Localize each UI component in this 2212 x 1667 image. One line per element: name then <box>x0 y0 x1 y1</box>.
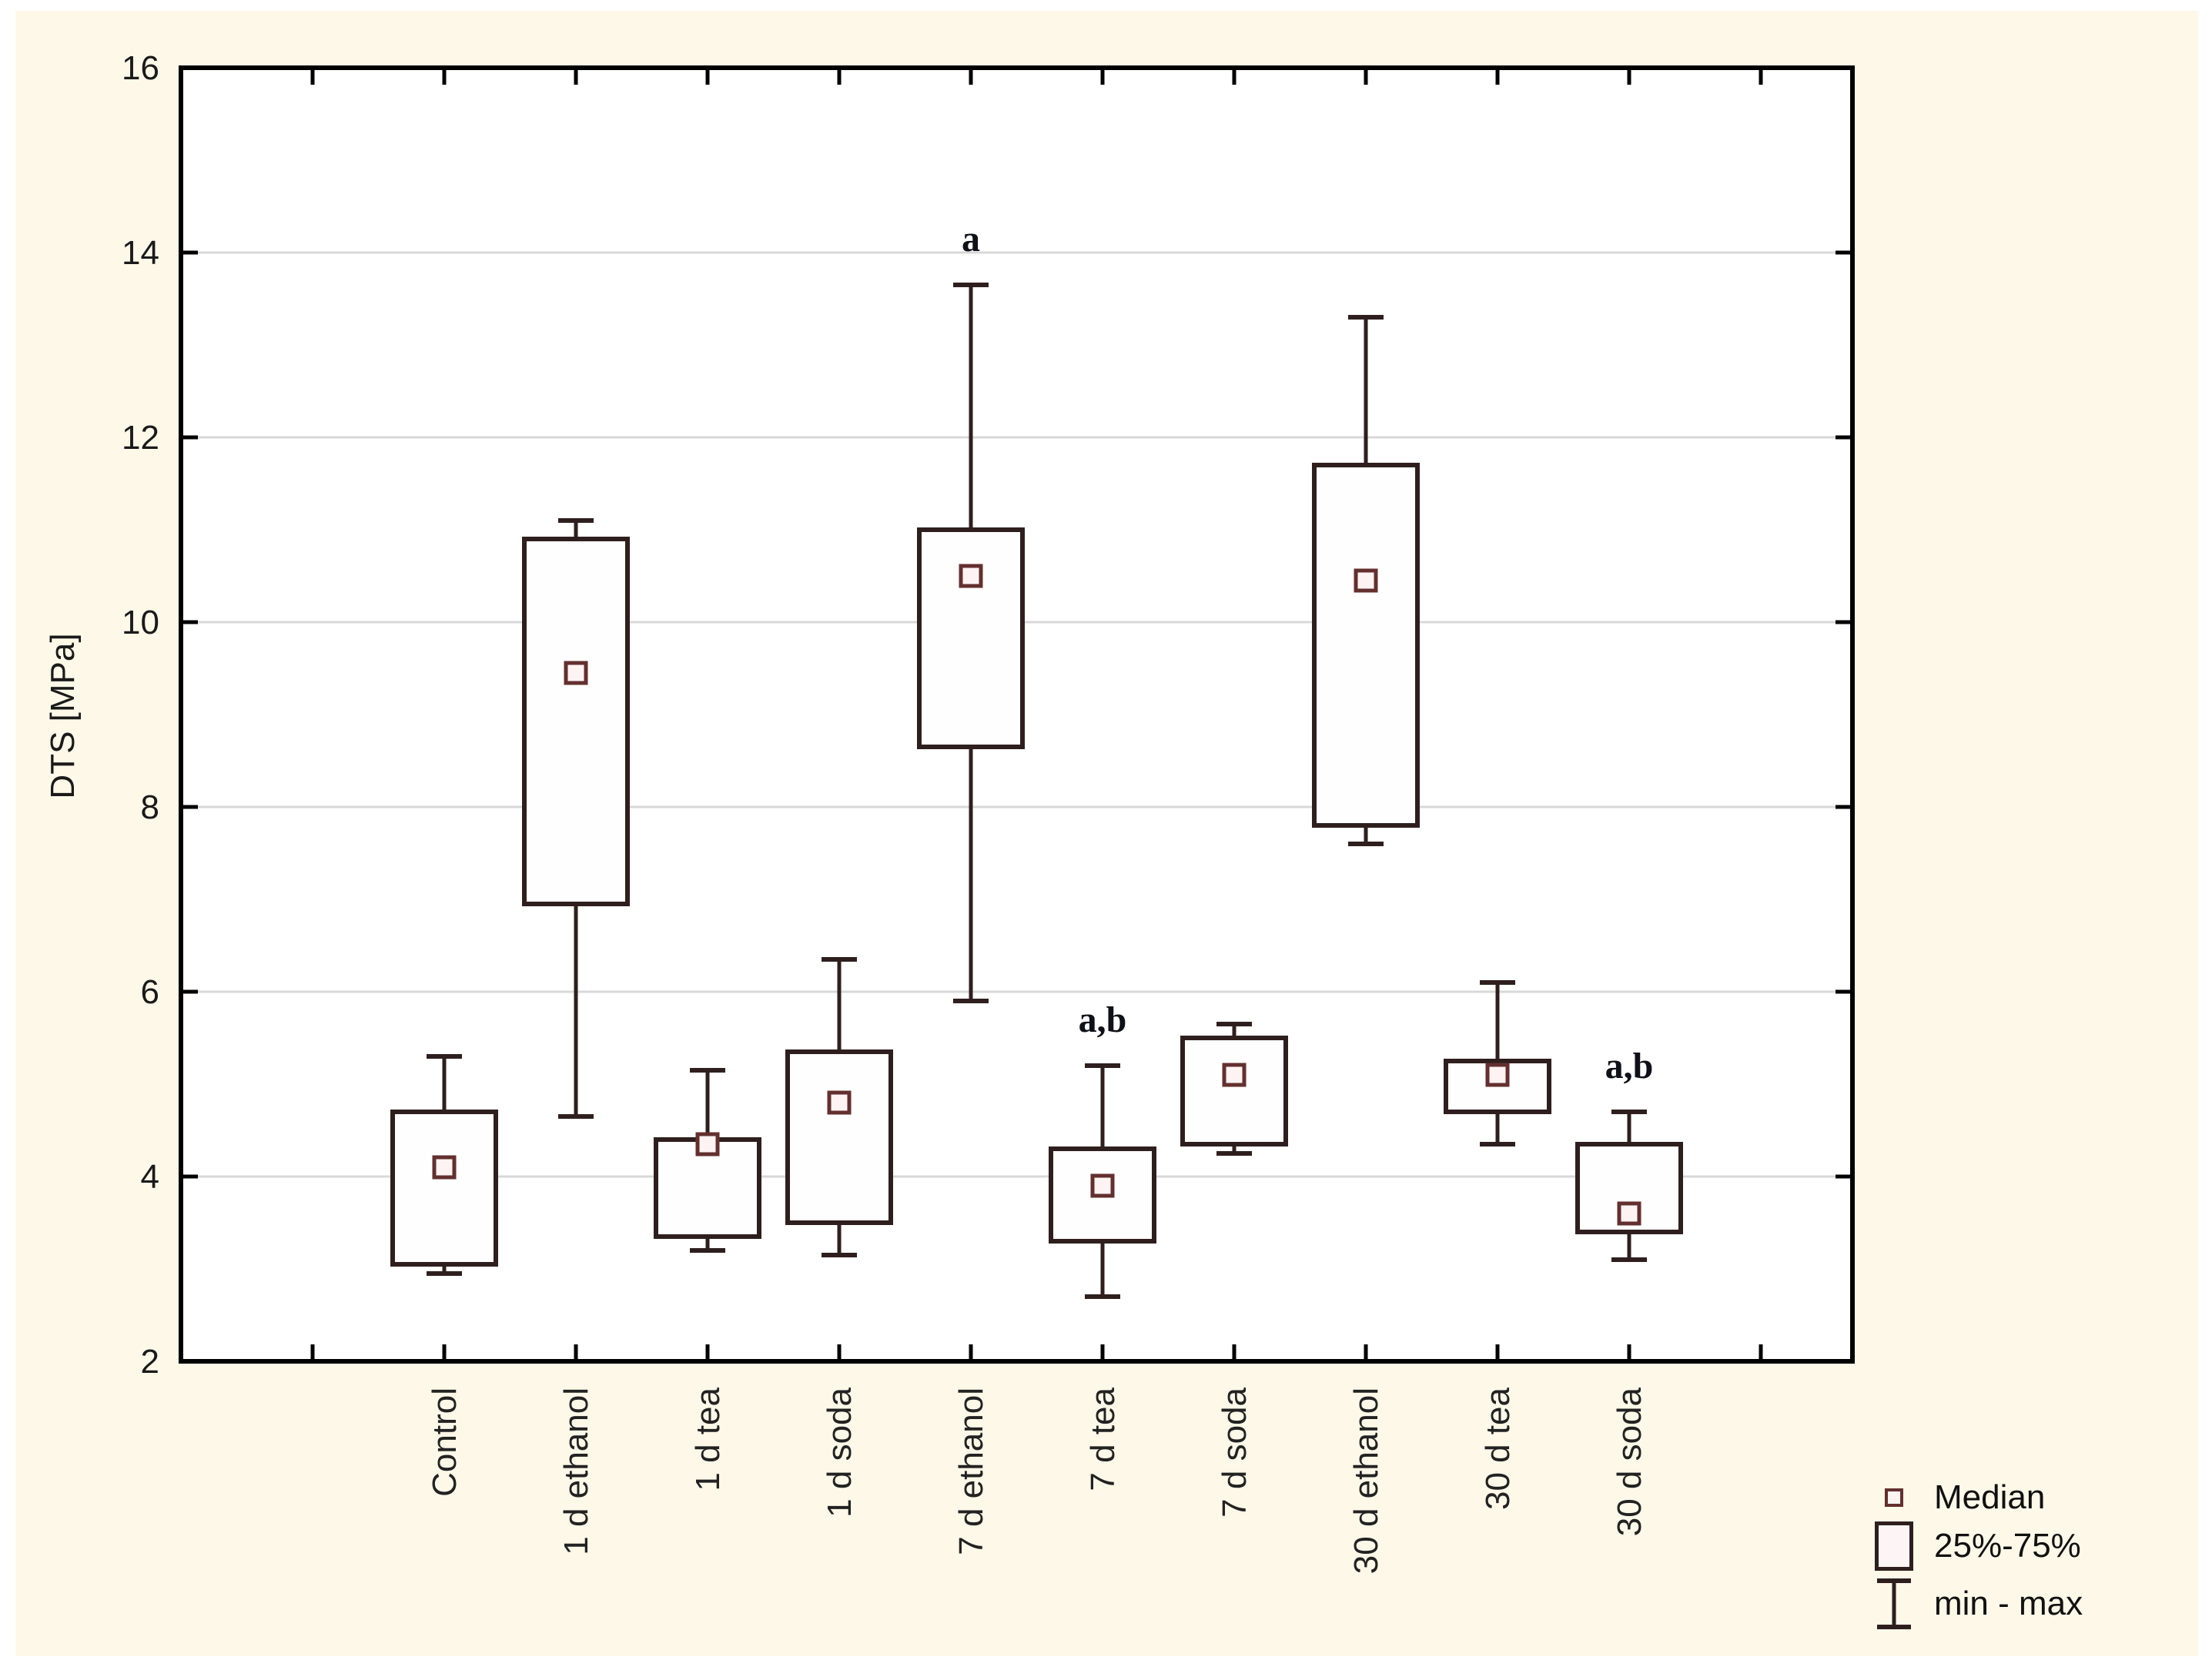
median-marker <box>1485 1063 1510 1087</box>
y-tick-label: 6 <box>141 973 159 1011</box>
x-category-label: 7 d tea <box>1084 1387 1122 1491</box>
y-tick-label: 16 <box>122 49 159 87</box>
median-square-icon <box>1885 1488 1903 1507</box>
median-marker <box>1090 1173 1115 1198</box>
legend-label: Median <box>1934 1478 2046 1516</box>
iqr-box-7-d-soda <box>1180 1036 1288 1146</box>
significance-annotation: a,b <box>1079 999 1127 1040</box>
significance-annotation: a,b <box>1605 1046 1654 1086</box>
iqr-box-7-d-ethanol <box>917 527 1025 749</box>
y-tick-label: 10 <box>122 604 159 641</box>
y-tick-label: 4 <box>141 1158 159 1196</box>
x-category-label: 1 d tea <box>689 1387 727 1491</box>
minmax-whisker-icon <box>1877 1578 1911 1629</box>
y-tick-label: 2 <box>141 1343 159 1381</box>
x-category-label: 7 d soda <box>1216 1387 1253 1517</box>
iqr-box-1-d-tea <box>654 1137 761 1239</box>
x-category-label: 30 d ethanol <box>1347 1387 1385 1574</box>
legend: Median 25%-75% min - max <box>1854 1478 2083 1632</box>
legend-label: 25%-75% <box>1934 1527 2081 1565</box>
median-marker <box>959 564 983 588</box>
x-category-label: 30 d soda <box>1611 1387 1648 1536</box>
x-category-label: 1 d ethanol <box>557 1387 595 1555</box>
legend-label: min - max <box>1934 1585 2083 1622</box>
y-tick-label: 8 <box>141 788 159 826</box>
x-category-label: 7 d ethanol <box>952 1387 990 1555</box>
x-category-label: 30 d tea <box>1479 1387 1517 1510</box>
iqr-box-30-d-ethanol <box>1312 463 1420 828</box>
median-marker <box>1354 568 1378 593</box>
iqr-box-Control <box>390 1110 498 1267</box>
x-category-label: 1 d soda <box>821 1387 858 1517</box>
legend-item-minmax: min - max <box>1854 1575 2083 1632</box>
x-category-label: Control <box>426 1387 463 1497</box>
iqr-box-1-d-soda <box>785 1049 893 1225</box>
median-marker <box>827 1090 852 1115</box>
median-marker <box>564 661 588 685</box>
legend-item-iqr: 25%-75% <box>1854 1521 2083 1571</box>
plot-border <box>179 65 1855 1364</box>
y-axis-title: DTS [MPa] <box>44 633 82 799</box>
median-marker <box>695 1132 720 1157</box>
y-tick-label: 14 <box>122 234 159 272</box>
median-marker <box>1617 1201 1641 1226</box>
median-marker <box>1222 1063 1247 1087</box>
legend-item-median: Median <box>1854 1478 2083 1517</box>
iqr-box-1-d-ethanol <box>522 537 630 906</box>
iqr-box-icon <box>1875 1521 1913 1571</box>
y-tick-label: 12 <box>122 419 159 457</box>
median-marker <box>432 1155 457 1180</box>
significance-annotation: a <box>962 219 980 259</box>
